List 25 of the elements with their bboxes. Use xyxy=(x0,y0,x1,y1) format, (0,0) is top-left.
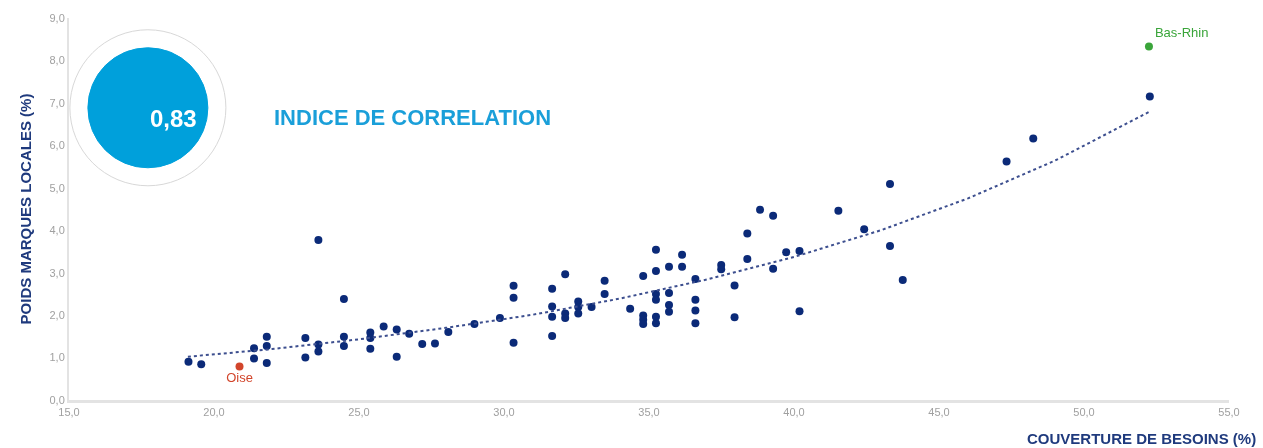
y-tick-label: 8,0 xyxy=(49,54,65,67)
series-label: Oise xyxy=(226,370,253,386)
x-tick-label: 20,0 xyxy=(203,406,225,419)
y-axis-title: POIDS MARQUES LOCALES (%) xyxy=(17,93,35,325)
x-tick-label: 55,0 xyxy=(1218,406,1240,419)
x-axis-title: COUVERTURE DE BESOINS (%) xyxy=(1027,430,1257,447)
x-tick-label: 50,0 xyxy=(1073,406,1095,419)
y-tick-label: 7,0 xyxy=(49,96,65,109)
x-tick-label: 25,0 xyxy=(348,406,370,419)
y-tick-label: 4,0 xyxy=(49,224,65,237)
x-tick-label: 30,0 xyxy=(493,406,515,419)
y-tick-label: 1,0 xyxy=(49,351,65,364)
y-tick-label: 3,0 xyxy=(49,266,65,279)
y-tick-label: 2,0 xyxy=(49,308,65,321)
y-tick-label: 0,0 xyxy=(49,393,65,406)
x-tick-label: 45,0 xyxy=(928,406,950,419)
y-tick-label: 6,0 xyxy=(49,139,65,152)
x-tick-label: 35,0 xyxy=(638,406,660,419)
x-tick-label: 40,0 xyxy=(783,406,805,419)
annotation: INDICE DE CORRELATION xyxy=(274,105,552,130)
y-tick-label: 9,0 xyxy=(49,11,65,24)
y-tick-label: 5,0 xyxy=(49,181,65,194)
annotation: 0,83 xyxy=(150,105,197,132)
series-label: Bas-Rhin xyxy=(1154,25,1209,41)
x-tick-label: 15,0 xyxy=(58,406,80,419)
